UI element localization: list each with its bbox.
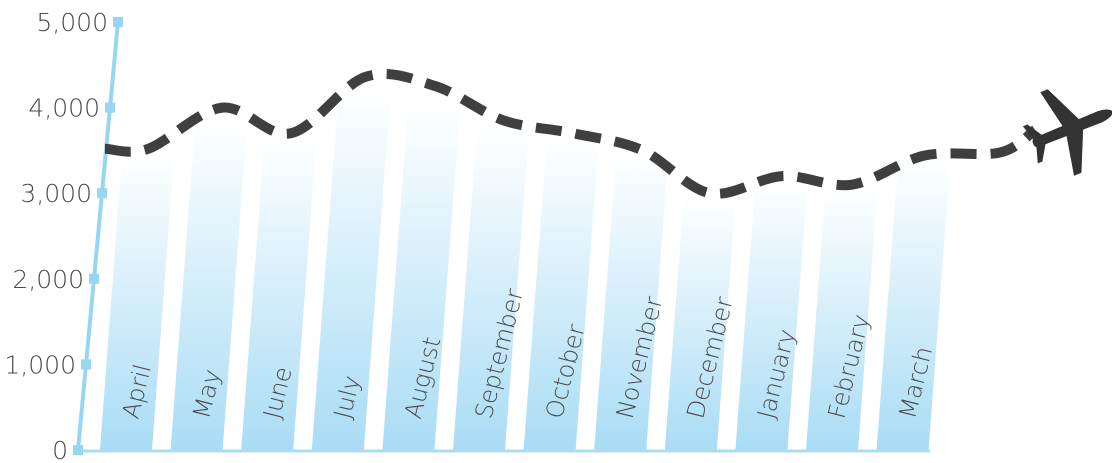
y-tick-label: 4,000 [28,94,100,123]
y-tick-marker [105,102,115,113]
bar-december [664,197,736,450]
bar-september [453,129,529,450]
bar-july [311,90,391,450]
bar-may [170,120,248,450]
y-tick-label: 3,000 [20,179,92,208]
y-tick-label: 2,000 [12,265,84,294]
bar-november [594,154,669,450]
y-tick-marker [73,445,83,455]
y-tick-label: 1,000 [4,350,76,379]
bar-march [876,158,951,450]
y-axis-line [76,21,120,451]
y-tick-label: 5,000 [36,8,108,37]
flight-path-line [104,68,1039,199]
airplane-icon [1022,89,1112,176]
y-tick-marker [89,273,99,284]
bar-april [100,154,175,450]
airplane-icon [1022,89,1112,176]
bar-january [735,180,808,451]
bar-august [382,103,461,450]
y-tick-marker [97,188,107,199]
bar-february [806,188,878,451]
flight-path [104,68,1039,199]
bars [100,90,951,451]
bar-june [241,137,317,450]
y-tick-marker [113,17,123,27]
bar-october [523,137,599,450]
y-tick-label: 0 [52,436,68,463]
y-tick-marker [81,359,91,370]
y-axis: 0 1,000 2,000 3,000 4,000 5,000 [4,8,930,463]
